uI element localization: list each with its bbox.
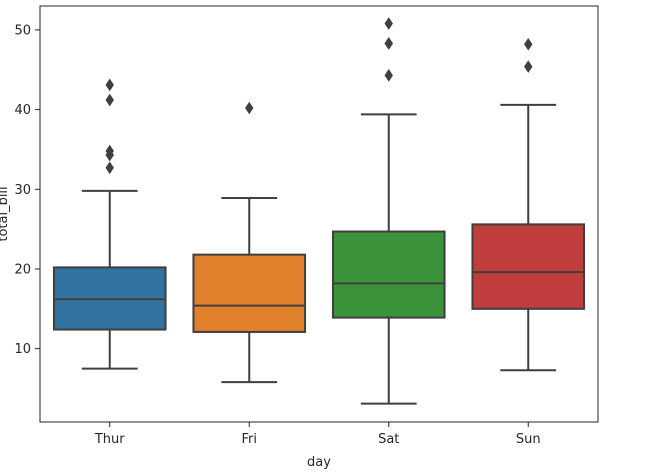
x-axis-label: day (307, 455, 331, 470)
iqr-box (331, 230, 446, 319)
iqr-box (192, 253, 307, 333)
axes-layer: 10 20 30 40 50 Thur Fri Sat Sun (14, 23, 540, 447)
outlier-point (245, 101, 254, 115)
outlier-point (524, 37, 533, 51)
outlier-point (384, 37, 393, 50)
boxes-layer (52, 17, 586, 405)
outlier-point (105, 78, 114, 92)
outlier-point (105, 144, 114, 158)
outlier-point (384, 69, 393, 82)
plot-frame (39, 5, 599, 423)
outlier-point (384, 17, 393, 30)
x-tick-label: Fri (242, 432, 258, 447)
outlier-point (105, 161, 114, 175)
outlier-point (105, 93, 114, 107)
box-group-fri (192, 101, 307, 384)
iqr-box (471, 223, 586, 310)
x-tick-label: Thur (94, 432, 125, 447)
box-group-sat (331, 17, 446, 405)
y-tick-label: 30 (14, 183, 31, 198)
y-tick-label: 10 (14, 342, 31, 357)
box-group-sun (471, 37, 586, 372)
x-tick-label: Sat (378, 432, 399, 447)
box-group-thur (52, 78, 167, 370)
y-tick-label: 50 (14, 23, 31, 38)
y-tick-label: 20 (14, 262, 31, 277)
x-tick-label: Sun (516, 432, 541, 447)
y-axis-label: total_bill (0, 186, 11, 241)
y-tick-label: 40 (14, 103, 31, 118)
outlier-point (524, 60, 533, 73)
